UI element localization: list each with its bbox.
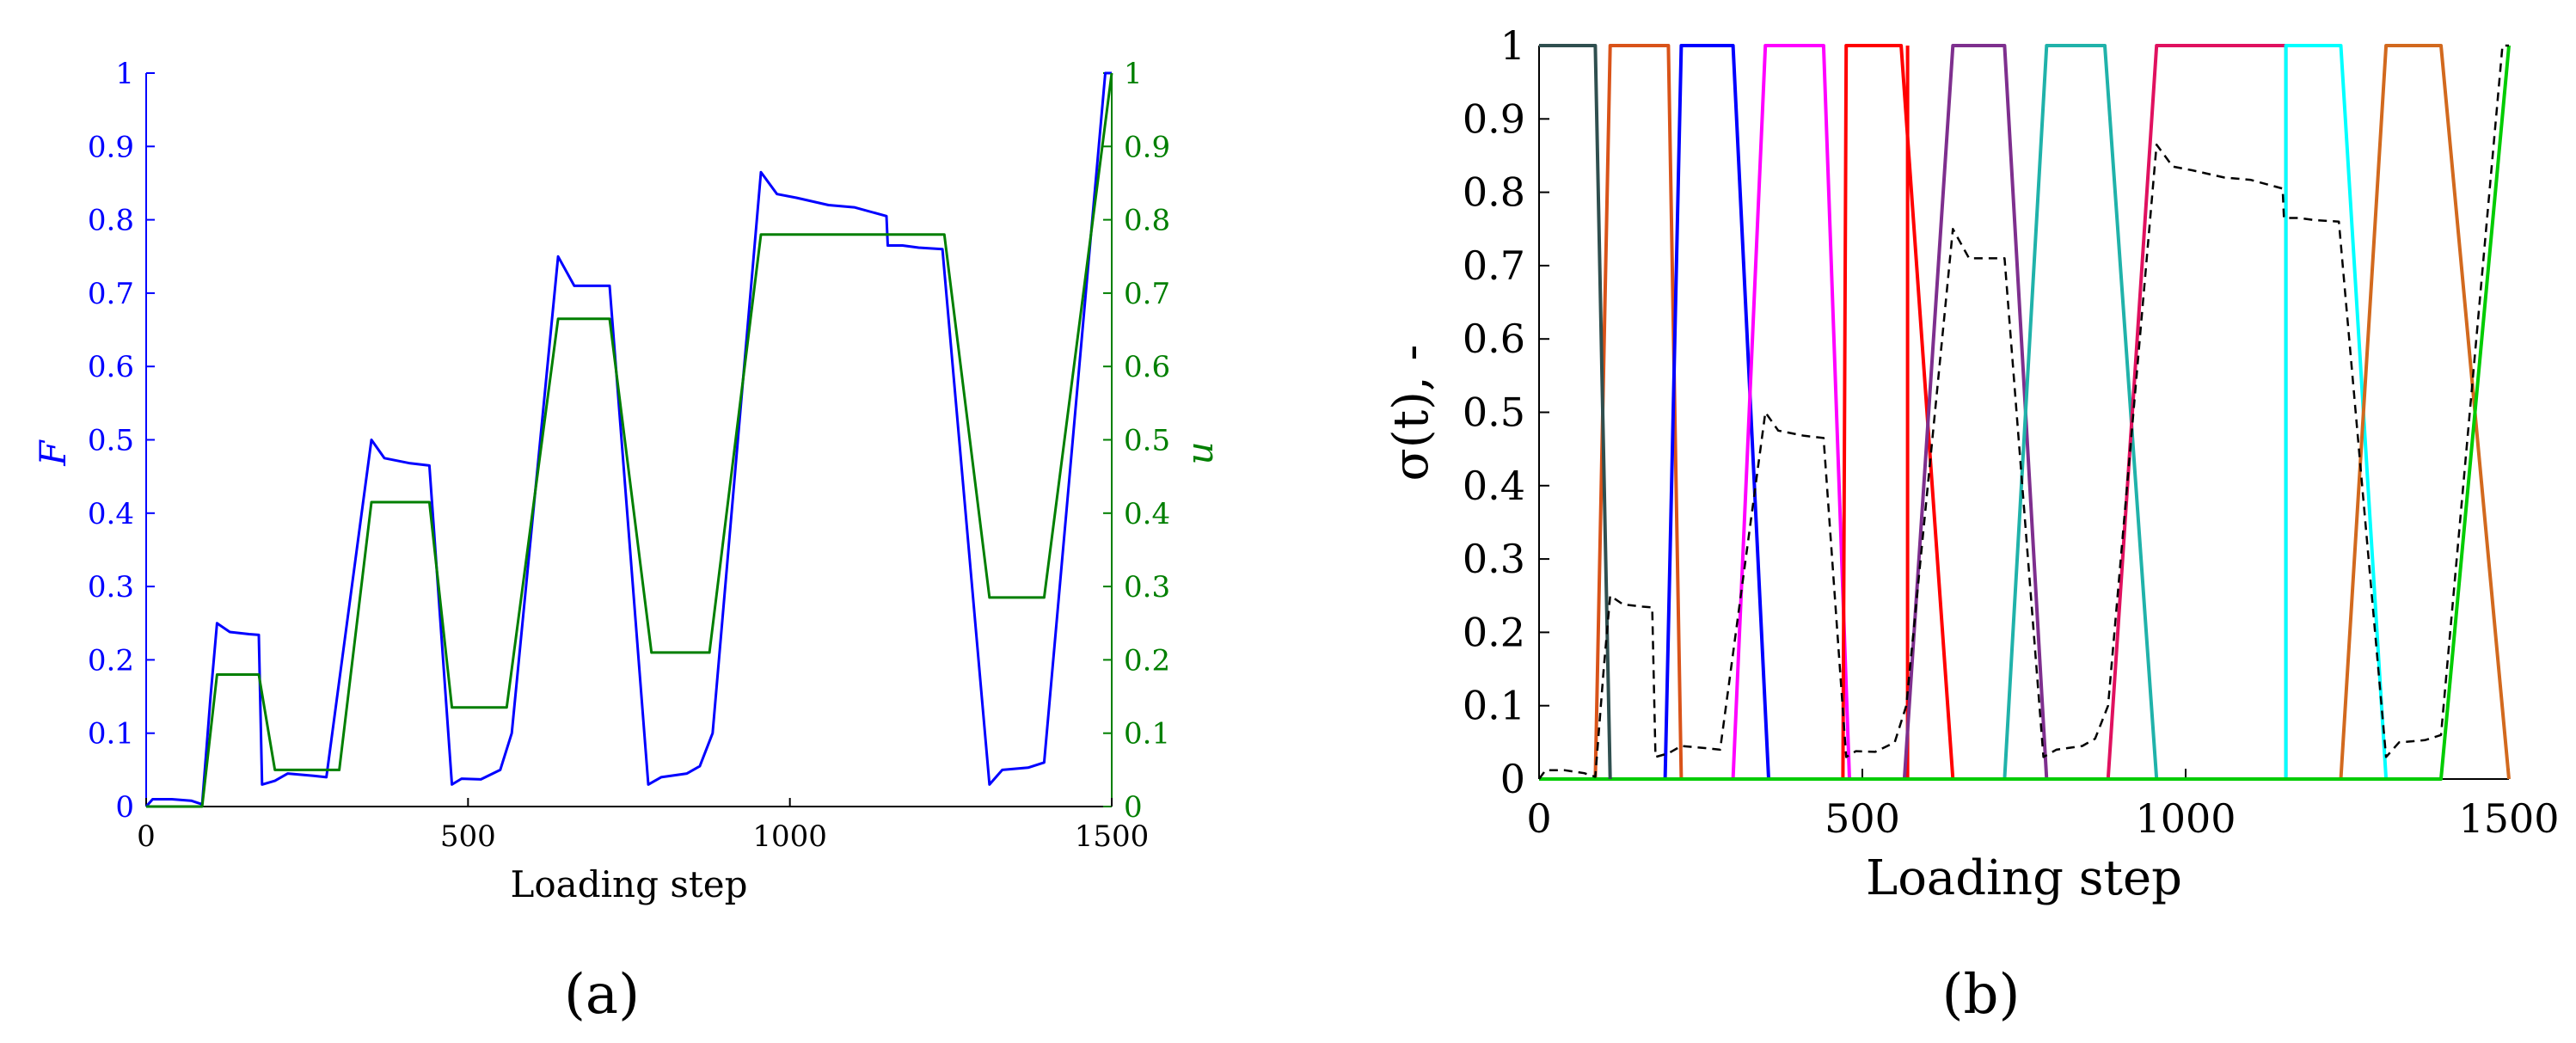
ytick-right-label: 0.2 [1124, 643, 1170, 678]
ytick-label: 0.3 [1463, 536, 1525, 582]
ytick-label: 0.6 [1463, 316, 1525, 362]
ytick-label: 0.2 [1463, 609, 1525, 655]
xtick-label: 0 [137, 819, 156, 854]
ytick-right-label: 0.9 [1124, 130, 1170, 164]
y-axis-left-label: F [32, 439, 74, 467]
series-line [1731, 44, 1851, 780]
x-axis-label: Loading step [511, 863, 748, 905]
ytick-label: 0.1 [1463, 683, 1525, 729]
chart-panel-b: 0 0.1 0.2 0.3 0.4 0.5 0.6 0.7 0.8 0.9 1 0 500 1000 150… [1383, 22, 2560, 906]
ytick-left-label: 0.7 [88, 277, 134, 311]
ytick-left-label: 0.3 [88, 570, 134, 604]
ytick-right-label: 0.1 [1124, 717, 1170, 752]
panel-a-label: (a) [564, 963, 640, 1027]
xtick-label: 0 [1526, 795, 1551, 842]
xtick-label: 500 [1825, 795, 1900, 842]
y-axis-right-label: u [1179, 441, 1221, 464]
series-line-right [146, 72, 1113, 808]
ytick-right-label: 0.3 [1124, 570, 1170, 604]
ytick-left-label: 0 [115, 790, 134, 825]
ytick-left-label: 0.9 [88, 130, 134, 164]
xtick-label: 1000 [752, 819, 827, 854]
ytick-right-label: 0.7 [1124, 277, 1170, 311]
ytick-left-label: 1 [115, 57, 134, 91]
ytick-left-label: 0.2 [88, 643, 134, 678]
series-line [1539, 45, 2511, 781]
ytick-right-label: 0.6 [1124, 350, 1170, 384]
ytick-left-label: 0.6 [88, 350, 134, 384]
ytick-right-label: 0.4 [1124, 497, 1170, 531]
ytick-right-label: 0.8 [1124, 204, 1170, 238]
series-line-dashed [1537, 44, 2509, 780]
ytick-left-label: 0.5 [88, 424, 134, 458]
ytick-left-label: 0.1 [88, 717, 134, 752]
ytick-left-label: 0.8 [88, 204, 134, 238]
series-line [1539, 44, 1612, 780]
ytick-label: 0.4 [1463, 463, 1525, 509]
series-line-left [144, 71, 1112, 807]
ytick-label: 0.9 [1463, 95, 1525, 142]
y-axis-label: σ(t), - [1383, 345, 1439, 482]
ytick-label: 0 [1500, 756, 1525, 802]
xtick-label: 500 [440, 819, 496, 854]
ytick-label: 0.8 [1463, 169, 1525, 216]
ytick-right-label: 0.5 [1124, 424, 1170, 458]
chart-panel-a: 0 0.1 0.2 0.3 0.4 0.5 0.6 0.7 0.8 0.9 1 0 0.1 0.2 0.3 0… [32, 57, 1221, 905]
xtick-label: 1000 [2135, 795, 2236, 842]
ytick-left-label: 0.4 [88, 497, 134, 531]
xtick-label: 1500 [2458, 795, 2559, 842]
ytick-right-label: 0 [1124, 790, 1143, 825]
ytick-label: 0.5 [1463, 390, 1525, 436]
ytick-right-label: 1 [1124, 57, 1143, 91]
ytick-label: 0.7 [1463, 242, 1525, 289]
xtick-label: 1500 [1075, 819, 1150, 854]
panel-b-label: (b) [1942, 963, 2021, 1027]
ytick-label: 1 [1500, 22, 1525, 69]
x-axis-label: Loading step [1866, 850, 2182, 906]
